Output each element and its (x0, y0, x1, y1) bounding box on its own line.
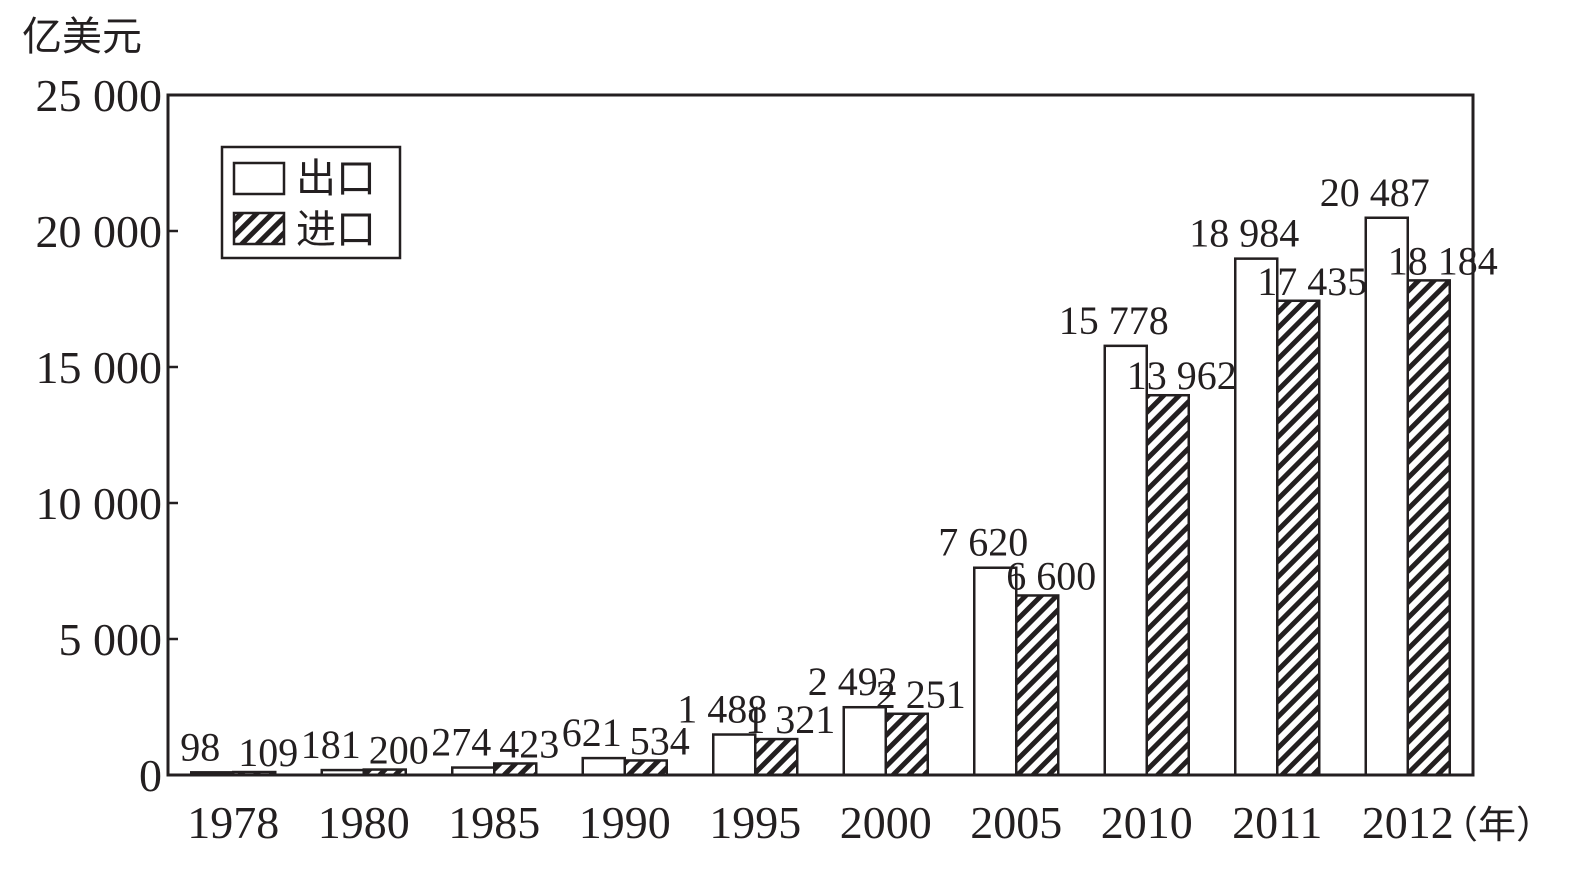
value-label-export-2010: 15 778 (1059, 298, 1169, 343)
y-tick-label: 25 000 (36, 70, 163, 121)
bar-import-2011 (1276, 299, 1321, 777)
x-axis-labels: 1978 1980 1985 1990 1995 2000 2005 2010 2011 2012 (187, 797, 1454, 848)
value-label-export-2012: 20 487 (1320, 170, 1430, 215)
bar-import-2005 (1015, 594, 1060, 777)
value-label-import-1995: 1 321 (745, 697, 835, 742)
value-label-export-1985: 274 (431, 720, 491, 765)
bar-import-2010 (1145, 393, 1190, 777)
bar-export-2010 (1103, 344, 1148, 777)
bar-import-2012 (1406, 279, 1451, 777)
y-tick-label: 0 (139, 750, 162, 801)
value-label-import-2012: 18 184 (1388, 238, 1498, 283)
value-label-import-1990: 534 (630, 718, 690, 763)
legend-swatch-import (232, 211, 286, 246)
legend-label-export: 出口 (296, 156, 376, 202)
y-unit-label: 亿美元 (22, 14, 142, 60)
value-label-import-1980: 200 (369, 728, 429, 773)
bar-export-2011 (1234, 257, 1279, 777)
bar-import-1995 (754, 737, 799, 777)
value-label-import-2010: 13 962 (1127, 353, 1237, 398)
x-tick-label-1990: 1990 (579, 797, 671, 848)
value-label-import-1985: 423 (499, 721, 559, 766)
value-label-import-1978: 109 (238, 730, 298, 775)
x-tick-label-2011: 2011 (1232, 797, 1322, 848)
x-tick-label-1995: 1995 (709, 797, 801, 848)
value-label-import-2005: 6 600 (1006, 553, 1096, 598)
y-tick-label: 20 000 (36, 206, 163, 257)
value-label-import-2000: 2 251 (876, 672, 966, 717)
bar-export-1990 (581, 756, 626, 777)
x-tick-label-2005: 2005 (970, 797, 1062, 848)
y-tick-label: 15 000 (36, 342, 163, 393)
x-tick-label-2010: 2010 (1101, 797, 1193, 848)
x-unit-label: （年） (1440, 803, 1554, 847)
value-label-export-1995: 1 488 (677, 687, 767, 732)
legend-swatch-export (232, 161, 286, 196)
value-label-export-2011: 18 984 (1189, 211, 1299, 256)
value-label-export-1980: 181 (301, 722, 361, 767)
bar-export-2005 (973, 566, 1018, 777)
y-axis-ticks: 0 5 000 10 000 15 000 20 000 25 000 (36, 70, 178, 801)
legend: 出口 进口 (220, 145, 402, 260)
x-tick-label-2012: 2012 (1362, 797, 1454, 848)
x-tick-label-1980: 1980 (318, 797, 410, 848)
value-label-export-1990: 621 (562, 710, 622, 755)
value-label-import-2011: 17 435 (1257, 259, 1367, 304)
x-tick-label-1985: 1985 (448, 797, 540, 848)
bar-export-2000 (842, 705, 887, 777)
legend-label-import: 进口 (296, 207, 376, 253)
y-tick-label: 10 000 (36, 478, 163, 529)
bars (190, 216, 1451, 777)
x-tick-label-1978: 1978 (187, 797, 279, 848)
bar-import-2000 (884, 712, 929, 777)
x-tick-label-2000: 2000 (840, 797, 932, 848)
bar-export-2012 (1364, 216, 1409, 777)
value-label-export-1978: 98 (180, 724, 220, 769)
y-tick-label: 5 000 (59, 614, 163, 665)
value-label-export-2000: 2 492 (808, 659, 898, 704)
value-label-export-2005: 7 620 (938, 520, 1028, 565)
plot-frame (166, 93, 1475, 777)
